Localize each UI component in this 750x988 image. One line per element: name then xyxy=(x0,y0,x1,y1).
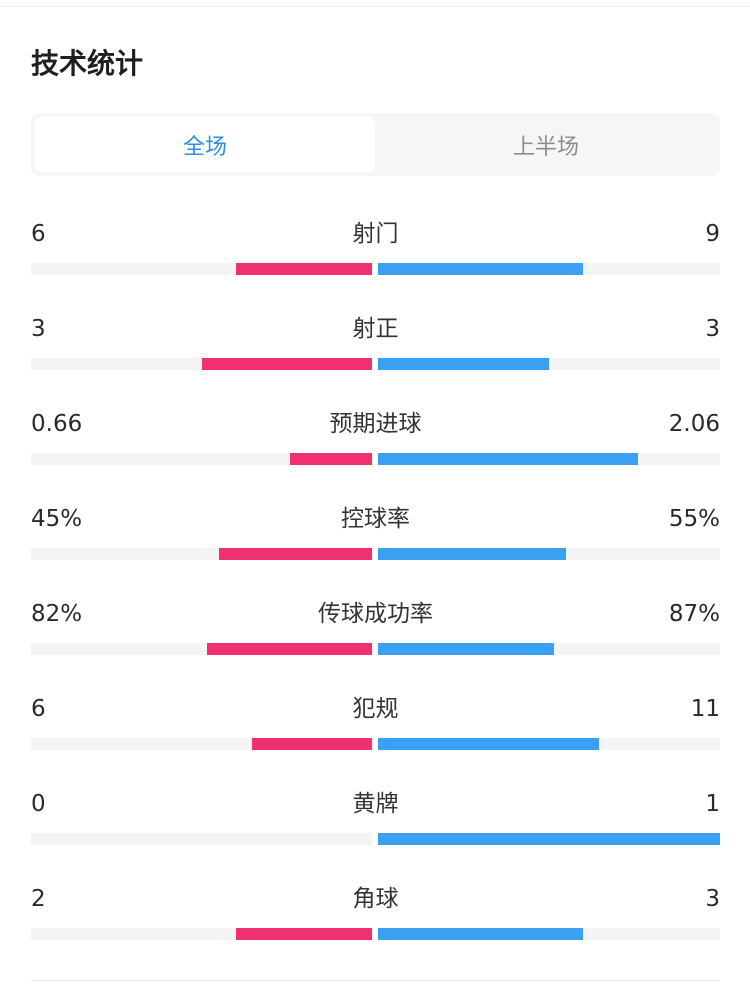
away-bar xyxy=(378,738,600,750)
home-bar xyxy=(235,928,372,940)
away-track xyxy=(378,928,720,940)
away-track xyxy=(378,263,720,275)
stat-row-yellow-cards: 0 黄牌 1 xyxy=(31,789,720,849)
away-value: 2.06 xyxy=(668,411,720,437)
away-bar xyxy=(378,358,549,370)
away-value: 55% xyxy=(668,506,720,532)
stat-row-possession: 45% 控球率 55% xyxy=(31,504,720,564)
stat-row-shots-on-target: 3 射正 3 xyxy=(31,314,720,374)
stat-label: 控球率 xyxy=(341,506,410,532)
stat-row-pass-accuracy: 82% 传球成功率 87% xyxy=(31,599,720,659)
home-track xyxy=(31,453,372,465)
home-value: 0 xyxy=(31,791,46,817)
away-track xyxy=(378,643,720,655)
away-value: 9 xyxy=(705,221,720,247)
home-value: 45% xyxy=(31,506,83,532)
stat-label: 角球 xyxy=(352,886,399,912)
home-bar xyxy=(290,453,372,465)
stat-row-fouls: 6 犯规 11 xyxy=(31,694,720,754)
home-track xyxy=(31,358,372,370)
home-track xyxy=(31,738,372,750)
away-track xyxy=(378,738,720,750)
home-bar xyxy=(218,548,372,560)
home-track xyxy=(31,833,372,845)
away-value: 87% xyxy=(668,601,720,627)
away-bar xyxy=(378,928,584,940)
home-value: 3 xyxy=(31,316,46,342)
away-bar xyxy=(378,548,567,560)
stat-label: 射正 xyxy=(352,316,399,342)
stat-row-shots: 6 射门 9 xyxy=(31,219,720,279)
home-value: 2 xyxy=(31,886,46,912)
stat-label: 传球成功率 xyxy=(318,601,433,627)
away-bar xyxy=(378,263,584,275)
period-tabs: 全场 上半场 xyxy=(31,113,720,176)
tab-first-half[interactable]: 上半场 xyxy=(512,134,579,160)
bottom-divider xyxy=(31,980,720,981)
away-bar xyxy=(378,643,555,655)
home-value: 6 xyxy=(31,696,46,722)
home-track xyxy=(31,928,372,940)
home-track xyxy=(31,548,372,560)
away-value: 3 xyxy=(705,886,720,912)
home-track xyxy=(31,263,372,275)
stat-label: 黄牌 xyxy=(352,791,399,817)
away-value: 3 xyxy=(705,316,720,342)
stat-label: 射门 xyxy=(352,221,399,247)
away-track xyxy=(378,358,720,370)
home-bar xyxy=(201,358,372,370)
stat-label: 犯规 xyxy=(352,696,399,722)
tab-full-match[interactable]: 全场 xyxy=(35,117,375,172)
page-title: 技术统计 xyxy=(31,47,144,80)
away-track xyxy=(378,453,720,465)
home-bar xyxy=(235,263,372,275)
away-bar xyxy=(378,833,720,845)
home-track xyxy=(31,643,372,655)
top-divider xyxy=(0,6,750,7)
home-bar xyxy=(206,643,372,655)
away-track xyxy=(378,548,720,560)
away-value: 11 xyxy=(690,696,720,722)
home-bar xyxy=(251,738,372,750)
stat-row-expected-goals: 0.66 预期进球 2.06 xyxy=(31,409,720,469)
away-track xyxy=(378,833,720,845)
home-value: 0.66 xyxy=(31,411,83,437)
away-value: 1 xyxy=(705,791,720,817)
away-bar xyxy=(378,453,638,465)
home-value: 82% xyxy=(31,601,83,627)
stat-label: 预期进球 xyxy=(329,411,422,437)
stat-row-corners: 2 角球 3 xyxy=(31,884,720,944)
home-value: 6 xyxy=(31,221,46,247)
